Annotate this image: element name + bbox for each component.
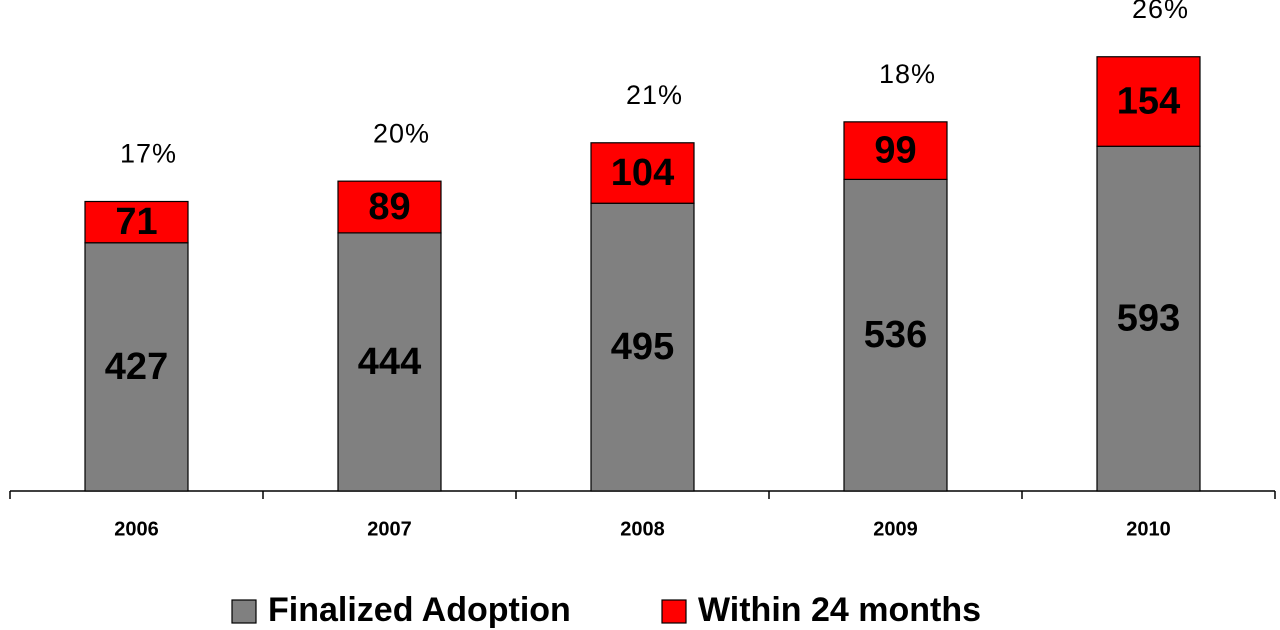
x-tick-label: 2007	[367, 518, 412, 540]
bar-segment	[84, 200, 189, 244]
value-label: 427	[105, 346, 168, 388]
bar-segment	[590, 202, 695, 492]
value-label: 71	[115, 201, 157, 243]
x-tick-label: 2009	[873, 518, 918, 540]
value-label: 104	[611, 152, 674, 194]
annotation: 21%	[626, 80, 683, 110]
legend-label: Finalized Adoption	[268, 591, 571, 629]
annotation: 18%	[879, 59, 936, 89]
legend-swatch	[661, 599, 687, 624]
value-label: 444	[358, 341, 421, 383]
value-label: 154	[1117, 81, 1180, 123]
bar-segment	[337, 232, 442, 492]
value-label: 536	[864, 314, 927, 356]
x-tick-label: 2010	[1126, 518, 1171, 540]
value-label: 593	[1117, 298, 1180, 340]
bar-segment	[1096, 145, 1201, 492]
legend-swatch	[231, 599, 257, 624]
annotation: 26%	[1132, 0, 1189, 24]
annotation: 17%	[120, 139, 177, 169]
bar-segment	[843, 121, 948, 181]
bar-segment	[337, 180, 442, 234]
value-label: 89	[368, 186, 410, 228]
value-label: 99	[874, 130, 916, 172]
bar-segment	[590, 142, 695, 204]
bar-segment	[1096, 56, 1201, 147]
bar-segment	[843, 178, 948, 492]
legend-label: Within 24 months	[698, 591, 981, 629]
annotation: 20%	[373, 118, 430, 148]
bar-segment	[84, 242, 189, 492]
value-label: 495	[611, 326, 674, 368]
x-tick-label: 2008	[620, 518, 665, 540]
x-tick-label: 2006	[114, 518, 159, 540]
